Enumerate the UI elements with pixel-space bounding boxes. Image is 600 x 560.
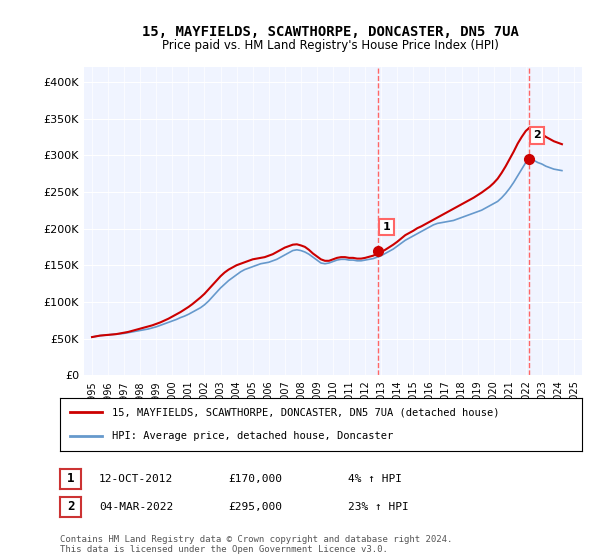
Text: 04-MAR-2022: 04-MAR-2022 (99, 502, 173, 512)
Text: 15, MAYFIELDS, SCAWTHORPE, DONCASTER, DN5 7UA: 15, MAYFIELDS, SCAWTHORPE, DONCASTER, DN… (142, 25, 518, 39)
Text: Price paid vs. HM Land Registry's House Price Index (HPI): Price paid vs. HM Land Registry's House … (161, 39, 499, 52)
Text: 1: 1 (382, 222, 390, 232)
Text: £295,000: £295,000 (228, 502, 282, 512)
Text: 4% ↑ HPI: 4% ↑ HPI (348, 474, 402, 484)
Text: £170,000: £170,000 (228, 474, 282, 484)
Text: 15, MAYFIELDS, SCAWTHORPE, DONCASTER, DN5 7UA (detached house): 15, MAYFIELDS, SCAWTHORPE, DONCASTER, DN… (112, 408, 500, 418)
Text: HPI: Average price, detached house, Doncaster: HPI: Average price, detached house, Donc… (112, 431, 394, 441)
Text: 12-OCT-2012: 12-OCT-2012 (99, 474, 173, 484)
Text: 2: 2 (67, 500, 74, 514)
Text: 23% ↑ HPI: 23% ↑ HPI (348, 502, 409, 512)
Text: Contains HM Land Registry data © Crown copyright and database right 2024.
This d: Contains HM Land Registry data © Crown c… (60, 535, 452, 554)
Text: 1: 1 (67, 472, 74, 486)
Text: 2: 2 (533, 130, 541, 141)
